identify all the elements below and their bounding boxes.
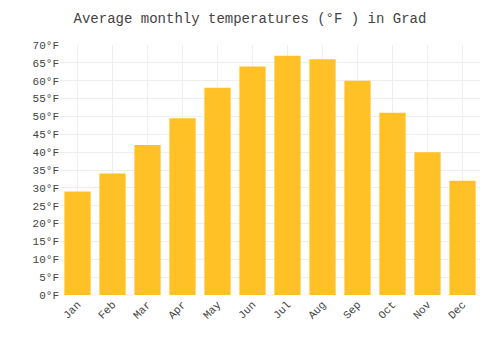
svg-text:40°F: 40°F	[33, 147, 59, 159]
svg-text:Mar: Mar	[131, 299, 153, 321]
svg-text:30°F: 30°F	[33, 183, 59, 195]
svg-text:35°F: 35°F	[33, 165, 59, 177]
svg-text:10°F: 10°F	[33, 254, 59, 266]
svg-text:Sep: Sep	[341, 299, 363, 321]
svg-text:May: May	[201, 299, 224, 322]
svg-text:50°F: 50°F	[33, 111, 59, 123]
svg-text:15°F: 15°F	[33, 236, 59, 248]
svg-text:Dec: Dec	[446, 299, 468, 321]
svg-text:20°F: 20°F	[33, 218, 59, 230]
svg-text:Jan: Jan	[61, 299, 83, 321]
svg-text:Nov: Nov	[411, 299, 434, 322]
svg-text:Jul: Jul	[271, 299, 293, 321]
svg-text:25°F: 25°F	[33, 201, 59, 213]
svg-text:Oct: Oct	[376, 299, 398, 321]
svg-text:Jun: Jun	[236, 299, 258, 321]
svg-text:60°F: 60°F	[33, 76, 59, 88]
svg-text:5°F: 5°F	[39, 272, 59, 284]
svg-text:45°F: 45°F	[33, 129, 59, 141]
svg-text:0°F: 0°F	[39, 290, 59, 302]
svg-text:Average monthly temperatures (: Average monthly temperatures (°F ) in Gr…	[74, 11, 427, 27]
svg-text:55°F: 55°F	[33, 93, 59, 105]
svg-text:Feb: Feb	[96, 299, 118, 321]
svg-text:65°F: 65°F	[33, 58, 59, 70]
svg-text:70°F: 70°F	[33, 40, 59, 52]
svg-text:Apr: Apr	[166, 299, 188, 321]
svg-text:Aug: Aug	[306, 299, 328, 321]
